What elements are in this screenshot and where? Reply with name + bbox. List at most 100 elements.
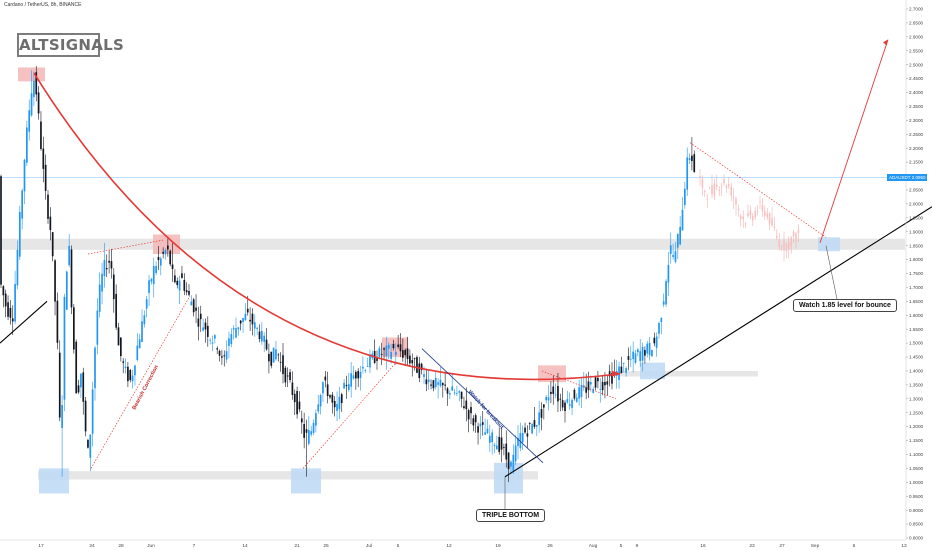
watch-level-leader <box>825 245 838 300</box>
candle-body-48 <box>110 261 113 269</box>
candle-body-249 <box>582 385 585 388</box>
candle-body-258 <box>604 381 606 386</box>
candle-body-146 <box>340 394 343 404</box>
candle-body-21 <box>47 194 49 219</box>
price-tick-label-24: 1.5000 <box>909 341 923 346</box>
candle-body-141 <box>329 395 331 398</box>
candle-body-241 <box>564 402 566 412</box>
candle-body-107 <box>249 319 251 322</box>
candle-body-148 <box>345 384 348 387</box>
candle-body-90 <box>209 339 211 341</box>
candle-body-207 <box>484 432 486 435</box>
candle-body-132 <box>308 430 310 444</box>
candle-body-208 <box>486 428 489 434</box>
candle-body-94 <box>218 350 221 356</box>
candle-body-238 <box>557 385 559 402</box>
time-tick-label-8: Jul <box>366 543 372 549</box>
candle-body-133 <box>310 431 313 435</box>
dotted-line-4 <box>541 370 617 400</box>
candle-body-202 <box>472 418 475 426</box>
candle-body-221 <box>517 437 519 446</box>
candle-body-277 <box>648 342 651 356</box>
candle-body-15 <box>33 80 35 98</box>
price-tick-label-15: 1.9500 <box>909 215 923 220</box>
candle-body-200 <box>467 410 470 420</box>
projection-body-37 <box>785 244 788 252</box>
zones-layer <box>0 67 906 494</box>
candle-body-192 <box>449 393 451 395</box>
candle-body-82 <box>190 301 193 306</box>
projection-body-6 <box>711 184 713 195</box>
projection-body-26 <box>759 201 761 203</box>
price-tick-label-32: 1.1000 <box>909 452 923 457</box>
highlight-red-2 <box>153 234 180 255</box>
candle-body-103 <box>239 320 242 324</box>
time-tick-label-17: 23 <box>749 543 755 549</box>
projection-body-31 <box>771 218 773 226</box>
candle-body-86 <box>199 313 202 320</box>
candle-body-193 <box>451 386 454 391</box>
projection-arrowhead <box>883 39 888 46</box>
candle-body-34 <box>77 385 80 393</box>
candle-body-184 <box>430 384 432 386</box>
candle-body-65 <box>150 278 153 282</box>
candle-body-265 <box>620 366 623 374</box>
candle-body-186 <box>434 377 437 388</box>
candle-body-117 <box>272 347 275 363</box>
candle-body-246 <box>575 397 578 402</box>
projection-body-15 <box>732 197 735 199</box>
candle-body-12 <box>26 127 28 163</box>
candle-body-18 <box>40 121 42 149</box>
projection-body-7 <box>713 183 716 197</box>
candle-body-282 <box>660 318 663 322</box>
projection-body-39 <box>790 237 792 247</box>
time-tick-label-10: 12 <box>446 543 452 549</box>
candles-layer <box>0 66 696 483</box>
candle-body-153 <box>357 370 360 379</box>
candle-body-51 <box>117 327 120 346</box>
candle-body-240 <box>561 400 564 408</box>
candle-body-41 <box>94 347 96 389</box>
price-tick-label-7: 2.3500 <box>909 104 923 109</box>
candle-body-174 <box>406 348 409 360</box>
projection-body-28 <box>764 211 766 216</box>
candle-body-239 <box>559 398 562 400</box>
candle-body-209 <box>488 435 491 443</box>
candle-body-57 <box>131 375 134 382</box>
candle-body-1 <box>0 176 2 285</box>
candle-body-16 <box>35 72 38 95</box>
price-tick-label-31: 1.1500 <box>909 438 923 443</box>
highlight-blue-4 <box>640 362 665 380</box>
dotted-line-5 <box>689 142 827 238</box>
projection-body-40 <box>792 231 795 237</box>
candle-body-170 <box>397 344 399 347</box>
candle-body-275 <box>644 350 646 356</box>
candle-body-31 <box>70 249 73 308</box>
candle-body-111 <box>258 331 261 339</box>
candle-body-163 <box>380 353 383 355</box>
candle-body-247 <box>578 387 580 399</box>
candle-body-122 <box>284 367 287 383</box>
projection-body-13 <box>728 184 730 187</box>
candle-body-236 <box>552 386 555 394</box>
candle-body-10 <box>21 190 23 219</box>
candle-body-164 <box>383 348 385 350</box>
candle-body-278 <box>651 350 653 357</box>
candle-body-135 <box>315 413 317 426</box>
candle-body-87 <box>202 327 204 331</box>
candle-body-99 <box>230 334 233 344</box>
projection-body-17 <box>737 208 740 211</box>
breakout-line <box>421 348 544 464</box>
time-tick-label-21: 13 <box>901 543 907 549</box>
candle-body-257 <box>601 381 604 391</box>
price-tick-label-30: 1.2000 <box>909 424 923 429</box>
candle-body-154 <box>359 371 362 378</box>
price-tick-label-22: 1.6000 <box>909 313 923 318</box>
candle-body-219 <box>512 454 515 471</box>
candle-body-256 <box>599 389 602 390</box>
candle-body-106 <box>246 308 249 313</box>
candle-body-46 <box>105 268 108 270</box>
candle-body-83 <box>192 299 195 313</box>
dotted-line-2 <box>90 295 191 469</box>
candle-body-271 <box>634 353 637 363</box>
